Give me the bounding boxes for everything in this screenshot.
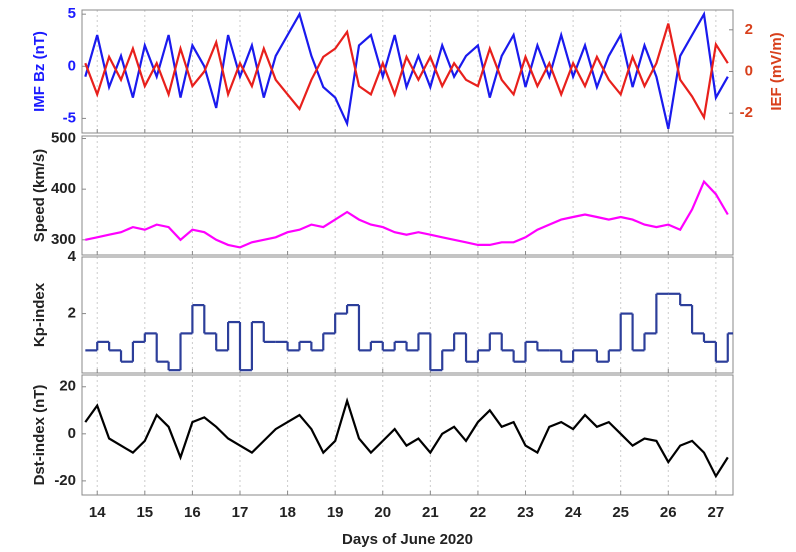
y-tick-label: 5 — [68, 5, 76, 22]
plot-frame — [81, 9, 734, 134]
x-tick-label: 18 — [279, 504, 296, 521]
y-axis-label: Kp-index — [31, 282, 48, 347]
plot-frame — [81, 256, 734, 374]
x-tick-label: 27 — [708, 504, 725, 521]
y-axis-label: Speed (km/s) — [31, 149, 48, 242]
y-tick-label: 400 — [51, 180, 76, 197]
y-tick-label: 500 — [51, 130, 76, 147]
y-tick-label: -20 — [54, 472, 76, 489]
y-tick-label: -5 — [63, 109, 76, 126]
x-tick-label: 20 — [374, 504, 391, 521]
y-tick-label: 4 — [68, 248, 77, 265]
y2-tick-label: 0 — [745, 62, 753, 79]
x-tick-label: 17 — [232, 504, 249, 521]
y2-tick-label: -2 — [740, 104, 753, 121]
data-line — [84, 397, 729, 479]
data-line — [84, 10, 729, 130]
x-axis-label: Days of June 2020 — [342, 531, 473, 548]
x-tick-label: 25 — [612, 504, 629, 521]
x-tick-label: 14 — [89, 504, 106, 521]
y-tick-label: 2 — [68, 305, 76, 322]
y-tick-label: 20 — [59, 378, 76, 395]
data-line — [84, 23, 729, 121]
plot-frame — [81, 135, 734, 256]
y-tick-label: 300 — [51, 231, 76, 248]
x-tick-label: 24 — [565, 504, 582, 521]
x-tick-label: 23 — [517, 504, 534, 521]
y2-axis-label: IEF (mV/m) — [768, 32, 785, 110]
y2-tick-label: 2 — [745, 21, 753, 38]
x-tick-label: 19 — [327, 504, 344, 521]
x-tick-label: 22 — [470, 504, 487, 521]
x-tick-label: 26 — [660, 504, 677, 521]
y-axis-label: IMF Bz (nT) — [31, 31, 48, 112]
y-tick-label: 0 — [68, 425, 76, 442]
plot-frame — [81, 374, 734, 496]
x-tick-label: 15 — [136, 504, 153, 521]
y-tick-label: 0 — [68, 57, 76, 74]
data-line — [85, 179, 729, 249]
x-tick-label: 21 — [422, 504, 439, 521]
y-axis-label: Dst-index (nT) — [31, 385, 48, 486]
x-tick-label: 16 — [184, 504, 201, 521]
